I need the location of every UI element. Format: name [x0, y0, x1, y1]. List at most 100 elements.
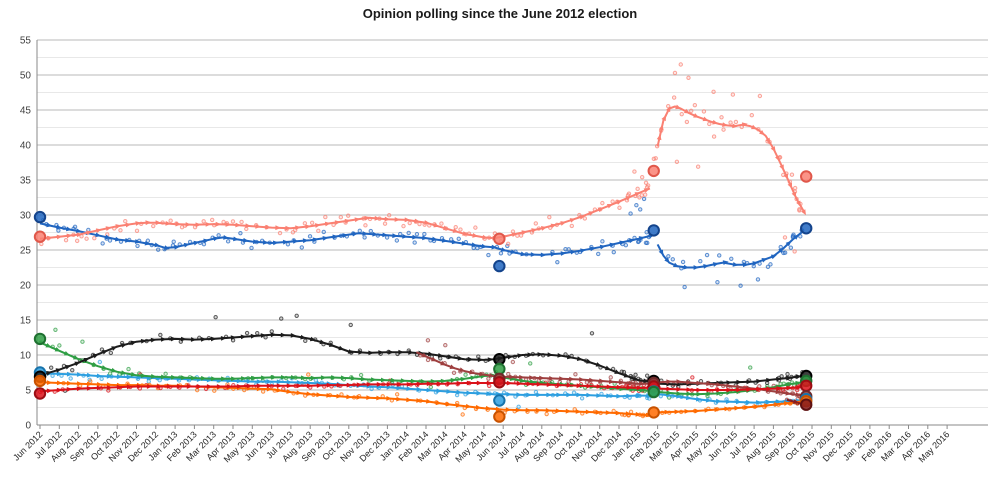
trend-arrow [732, 262, 739, 267]
trend-arrow [619, 240, 626, 246]
poll-point-dimar [306, 372, 311, 377]
trend-arrow [221, 376, 227, 382]
trend-arrow [756, 386, 762, 392]
trend-arrow [510, 249, 517, 255]
poll-point-xa [255, 330, 260, 336]
trend-arrow [342, 233, 349, 238]
trend-arrow [74, 361, 81, 367]
trend-arrow [242, 237, 249, 243]
poll-point-nd [666, 254, 671, 259]
poll-point-syriza [277, 230, 283, 236]
poll-point-nd [285, 242, 291, 247]
trend-arrow [181, 375, 187, 380]
election-dot-jan-2015-syriza [647, 164, 660, 178]
trend-arrow [673, 262, 680, 268]
y-tick-label: 25 [20, 246, 32, 257]
trend-arrow [778, 247, 785, 254]
trend-arrow [56, 224, 62, 230]
poll-point-syriza [309, 220, 315, 225]
poll-point-xa [158, 332, 163, 338]
trend-arrow [796, 385, 802, 390]
poll-point-syriza [239, 219, 244, 225]
trend-syriza [39, 104, 806, 241]
trend-arrow [285, 225, 291, 231]
trend-arrow [787, 182, 793, 189]
trend-arrow [440, 360, 447, 366]
trend-arrow [550, 223, 557, 229]
poll-point-nd [299, 245, 304, 250]
poll-point-nd [155, 247, 161, 252]
poll-point-syriza [757, 93, 763, 99]
trend-arrow [693, 265, 700, 270]
trend-arrow [696, 391, 702, 397]
trend-arrow [486, 391, 492, 397]
trend-arrow [251, 375, 257, 381]
trend-arrow [683, 108, 690, 114]
trend-arrow [556, 392, 562, 398]
poll-point-nd [249, 245, 254, 251]
trend-arrow [66, 233, 73, 239]
trend-arrow [130, 371, 137, 377]
election-dot-jun-2012-kke [33, 387, 47, 400]
trend-arrow [779, 164, 784, 171]
trend-arrow [686, 379, 692, 385]
poll-point-syriza [439, 221, 444, 226]
trend-arrow [314, 223, 321, 228]
trend-arrow [486, 380, 493, 386]
trend-arrow [66, 387, 73, 392]
trend-arrow [638, 236, 645, 241]
trend-arrow [783, 173, 788, 180]
poll-point-syriza [151, 223, 156, 229]
poll-point-nd [307, 234, 313, 239]
poll-point-syriza [168, 218, 173, 223]
trend-arrow [366, 395, 372, 400]
trend-arrow [241, 376, 247, 381]
poll-point-potami [486, 376, 491, 381]
trend-arrow [210, 336, 217, 342]
trend-arrow [775, 155, 780, 162]
trend-arrow [694, 408, 701, 414]
trend-arrow [370, 377, 377, 382]
poll-point-syriza [382, 221, 388, 226]
trend-arrow [400, 378, 407, 384]
poll-point-xa [108, 350, 114, 356]
trend-kke [39, 380, 803, 394]
trend-arrow [392, 233, 398, 239]
poll-point-anel [369, 386, 374, 392]
trend-arrow [500, 247, 507, 252]
trend-arrow [362, 231, 368, 236]
trend-arrow [451, 239, 458, 245]
poll-point-nd [321, 229, 326, 235]
trend-arrow [296, 383, 303, 389]
poll-point-nd [368, 228, 373, 234]
trend-arrow [319, 339, 326, 345]
trend-arrow [540, 226, 547, 231]
trend-arrow [246, 379, 253, 384]
trend-arrow [346, 394, 352, 400]
poll-point-syriza [643, 180, 649, 186]
trend-arrow [609, 242, 616, 248]
trend-arrow [576, 383, 583, 389]
trend-arrow [684, 409, 691, 414]
trend-arrow [183, 242, 190, 248]
trend-arrow [511, 232, 518, 238]
trend-arrow [296, 380, 303, 385]
trend-arrow [643, 378, 649, 384]
poll-point-syriza [547, 214, 552, 220]
trend-arrow [266, 379, 273, 384]
trend-arrow [191, 375, 197, 381]
poll-point-nd [56, 228, 61, 233]
poll-point-syriza [749, 113, 754, 118]
poll-point-syriza [230, 219, 236, 224]
trend-arrow [422, 235, 428, 241]
poll-point-syriza [635, 186, 640, 192]
trend-arrow [86, 385, 93, 391]
election-dot-jun-2012-nd [33, 210, 47, 224]
poll-point-nd [729, 256, 734, 262]
poll-point-kke [690, 375, 695, 380]
trend-arrow [336, 393, 342, 399]
poll-point-syriza [678, 62, 683, 67]
trend-arrow [300, 334, 307, 340]
poll-point-syriza [730, 92, 736, 97]
trend-xa [39, 332, 803, 387]
